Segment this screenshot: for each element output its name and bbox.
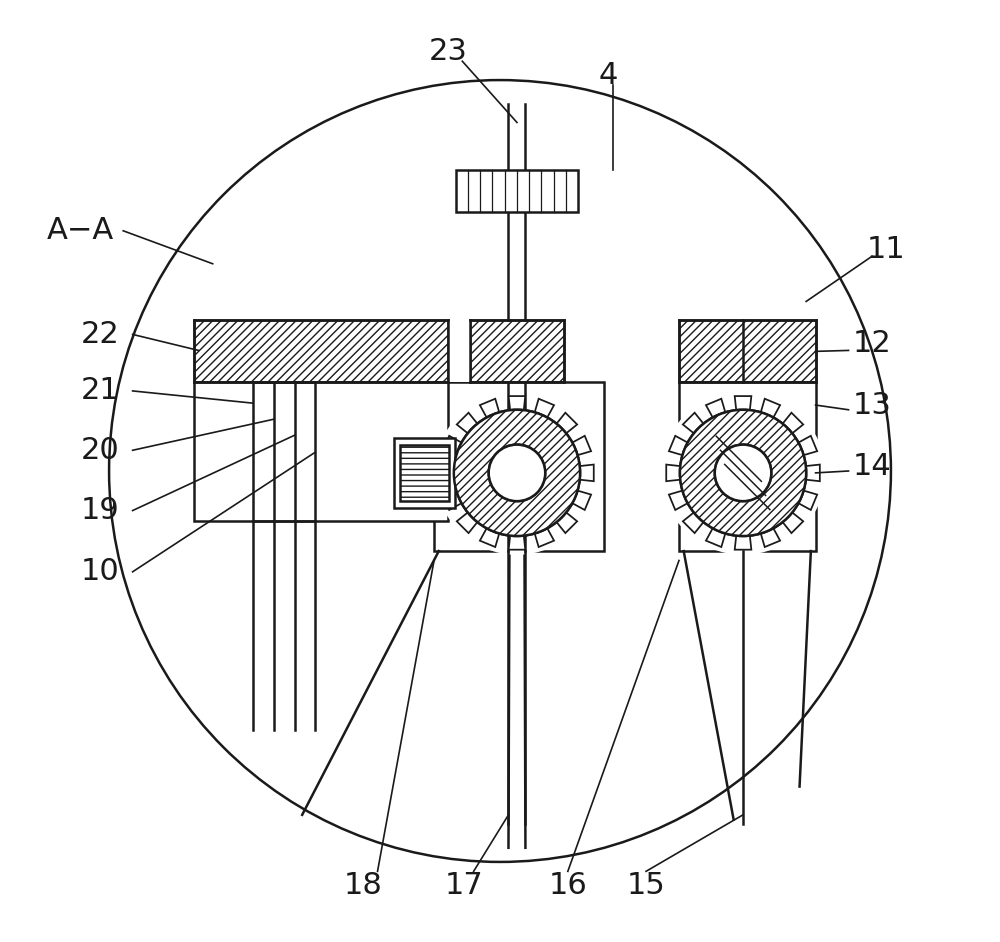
- Polygon shape: [572, 436, 591, 455]
- Text: 11: 11: [867, 236, 906, 264]
- Circle shape: [435, 391, 599, 555]
- Text: 13: 13: [853, 391, 892, 419]
- Polygon shape: [761, 398, 780, 417]
- Bar: [434, 382, 604, 551]
- Polygon shape: [683, 512, 703, 533]
- Circle shape: [715, 445, 771, 501]
- Polygon shape: [666, 464, 680, 481]
- Polygon shape: [798, 491, 817, 510]
- Polygon shape: [572, 491, 591, 510]
- Text: 20: 20: [80, 436, 119, 464]
- Polygon shape: [440, 464, 454, 481]
- Bar: [394, 438, 455, 508]
- Polygon shape: [783, 413, 803, 433]
- Text: 17: 17: [445, 871, 484, 900]
- Text: 18: 18: [344, 871, 383, 900]
- Polygon shape: [706, 528, 725, 547]
- Polygon shape: [706, 398, 725, 417]
- Polygon shape: [735, 396, 751, 410]
- Polygon shape: [457, 413, 477, 433]
- Text: 16: 16: [548, 871, 587, 900]
- Bar: [194, 320, 448, 382]
- Text: 12: 12: [853, 330, 891, 358]
- Polygon shape: [783, 512, 803, 533]
- Text: 15: 15: [627, 871, 665, 900]
- Circle shape: [489, 445, 545, 501]
- Polygon shape: [480, 528, 499, 547]
- Circle shape: [680, 410, 806, 536]
- Polygon shape: [683, 413, 703, 433]
- Bar: [679, 320, 816, 382]
- Polygon shape: [480, 398, 499, 417]
- Text: 23: 23: [429, 38, 468, 66]
- Polygon shape: [443, 436, 462, 455]
- Text: 4: 4: [599, 61, 618, 89]
- Polygon shape: [669, 491, 688, 510]
- Text: 10: 10: [80, 558, 119, 586]
- Text: A−A: A−A: [47, 217, 114, 245]
- Circle shape: [661, 391, 825, 555]
- Text: 19: 19: [80, 496, 119, 525]
- Polygon shape: [557, 512, 577, 533]
- Polygon shape: [535, 528, 554, 547]
- Polygon shape: [443, 491, 462, 510]
- Polygon shape: [509, 536, 525, 550]
- Polygon shape: [761, 528, 780, 547]
- Circle shape: [454, 410, 580, 536]
- Polygon shape: [580, 464, 594, 481]
- Bar: [400, 445, 449, 501]
- Bar: [679, 382, 816, 551]
- Bar: [456, 170, 578, 212]
- Text: 22: 22: [80, 320, 119, 349]
- Polygon shape: [806, 464, 820, 481]
- Text: 14: 14: [853, 452, 891, 480]
- Text: 21: 21: [80, 377, 119, 405]
- Bar: [194, 382, 448, 521]
- Polygon shape: [669, 436, 688, 455]
- Polygon shape: [557, 413, 577, 433]
- Bar: [470, 320, 564, 382]
- Polygon shape: [457, 512, 477, 533]
- Polygon shape: [509, 396, 525, 410]
- Polygon shape: [535, 398, 554, 417]
- Polygon shape: [735, 536, 751, 550]
- Polygon shape: [798, 436, 817, 455]
- Bar: [448, 320, 470, 382]
